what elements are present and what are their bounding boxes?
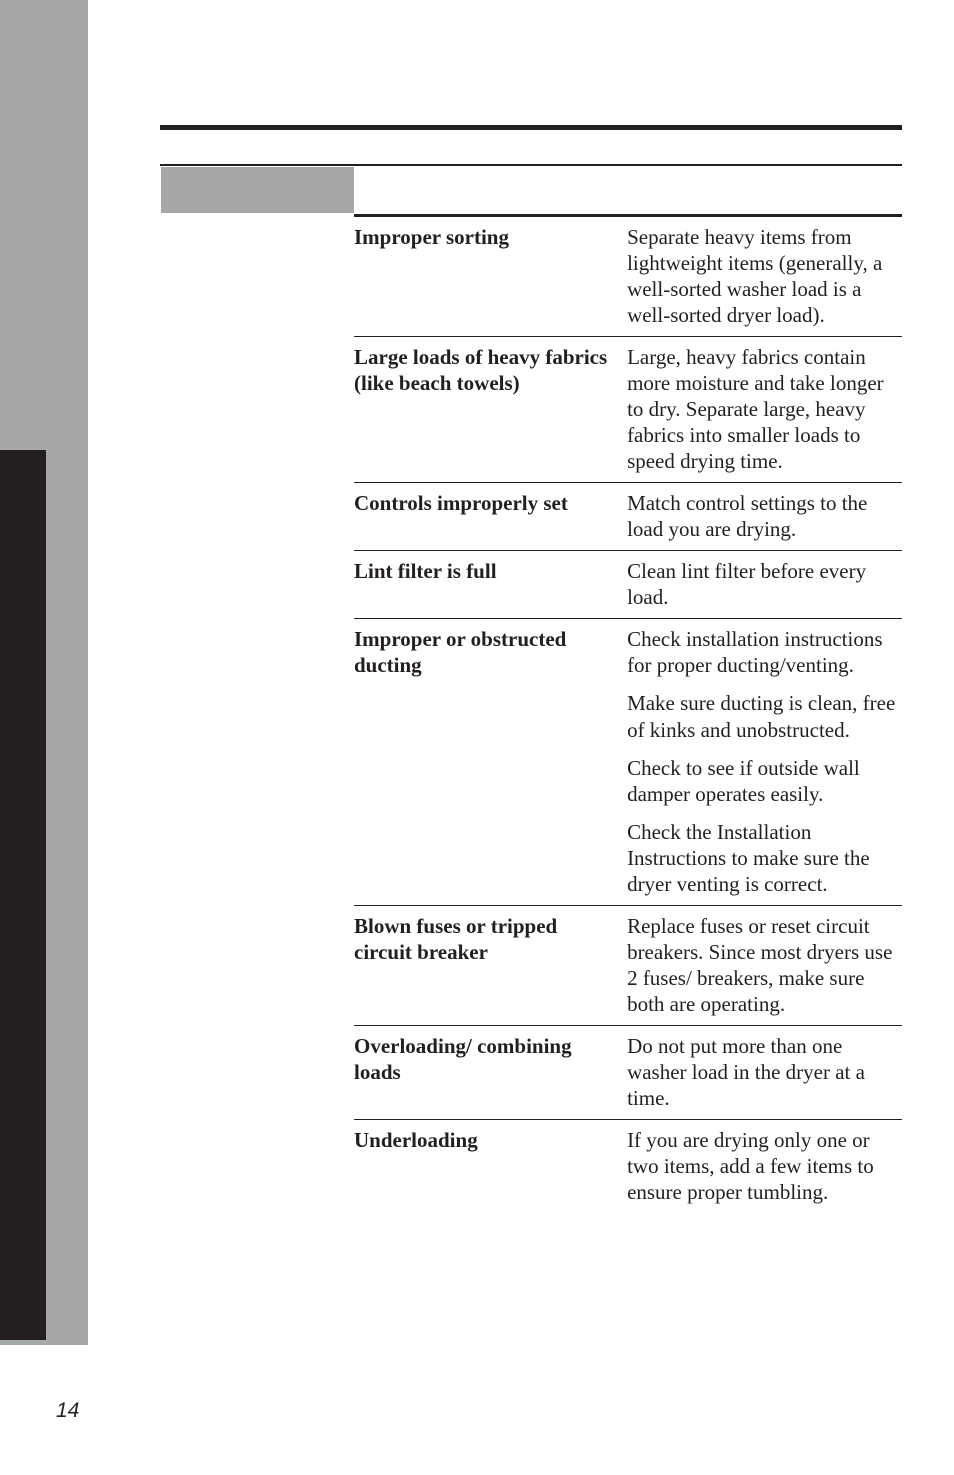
cause-cell: Large loads of heavy fabrics (like beach… xyxy=(354,344,621,474)
page-number: 14 xyxy=(56,1399,79,1423)
left-black-tab xyxy=(0,450,46,1340)
solution-cell: Large, heavy fabrics contain more moistu… xyxy=(627,344,902,474)
table-row: Underloading If you are drying only one … xyxy=(354,1119,902,1213)
solution-text: Replace fuses or reset circuit breakers.… xyxy=(627,913,902,1017)
manual-page: Improper sorting Separate heavy items fr… xyxy=(0,0,954,1475)
table-row: Blown fuses or tripped circuit breaker R… xyxy=(354,905,902,1025)
section-header-block xyxy=(161,167,354,213)
solution-cell: If you are drying only one or two items,… xyxy=(627,1127,902,1205)
solution-text: Check to see if outside wall damper oper… xyxy=(627,755,902,807)
solution-text: Check the Installation Instructions to m… xyxy=(627,819,902,897)
top-thin-rule xyxy=(160,164,902,166)
cause-cell: Improper or obstructed ducting xyxy=(354,626,621,896)
solution-text: Large, heavy fabrics contain more moistu… xyxy=(627,344,902,474)
solution-text: Clean lint filter before every load. xyxy=(627,558,902,610)
cause-cell: Controls improperly set xyxy=(354,490,621,542)
table-row: Improper sorting Separate heavy items fr… xyxy=(354,214,902,336)
table-row: Large loads of heavy fabrics (like beach… xyxy=(354,336,902,482)
solution-text: Check installation instructions for prop… xyxy=(627,626,902,678)
table-row: Controls improperly set Match control se… xyxy=(354,482,902,550)
solution-cell: Check installation instructions for prop… xyxy=(627,626,902,896)
solution-cell: Match control settings to the load you a… xyxy=(627,490,902,542)
cause-cell: Improper sorting xyxy=(354,224,621,328)
solution-cell: Separate heavy items from lightweight it… xyxy=(627,224,902,328)
cause-cell: Lint filter is full xyxy=(354,558,621,610)
solution-text: Match control settings to the load you a… xyxy=(627,490,902,542)
cause-cell: Overloading/ combining loads xyxy=(354,1033,621,1111)
solution-text: If you are drying only one or two items,… xyxy=(627,1127,902,1205)
solution-cell: Do not put more than one washer load in … xyxy=(627,1033,902,1111)
solution-cell: Replace fuses or reset circuit breakers.… xyxy=(627,913,902,1017)
solution-cell: Clean lint filter before every load. xyxy=(627,558,902,610)
top-thick-rule xyxy=(160,125,902,130)
solution-text: Separate heavy items from lightweight it… xyxy=(627,224,902,328)
solution-text: Make sure ducting is clean, free of kink… xyxy=(627,690,902,742)
table-row: Lint filter is full Clean lint filter be… xyxy=(354,550,902,618)
table-row: Overloading/ combining loads Do not put … xyxy=(354,1025,902,1119)
cause-cell: Underloading xyxy=(354,1127,621,1205)
troubleshooting-table: Improper sorting Separate heavy items fr… xyxy=(354,214,902,1213)
table-row: Improper or obstructed ducting Check ins… xyxy=(354,618,902,904)
cause-cell: Blown fuses or tripped circuit breaker xyxy=(354,913,621,1017)
solution-text: Do not put more than one washer load in … xyxy=(627,1033,902,1111)
